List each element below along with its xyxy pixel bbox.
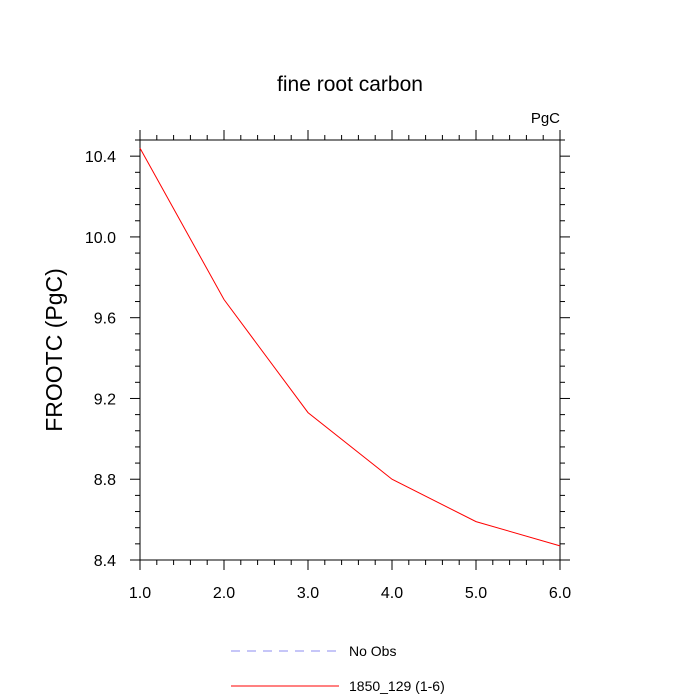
- y-tick-label: 10.0: [85, 230, 116, 247]
- units-label: PgC: [531, 110, 560, 127]
- y-tick-label: 9.6: [94, 311, 116, 328]
- plot-area: 1.0 2.0 3.0 4.0 5.0 6.0 8.4 8.8 9.2 9.6 10.0 10.4: [85, 130, 571, 602]
- y-tick-label: 10.4: [85, 149, 116, 166]
- y-tick-label: 9.2: [94, 391, 116, 408]
- x-tick-label: 1.0: [129, 585, 151, 602]
- legend-label-1: 1850_129 (1-6): [349, 678, 445, 694]
- x-tick-label: 5.0: [465, 585, 487, 602]
- x-tick-label: 6.0: [549, 585, 571, 602]
- y-axis-label: FROOTC (PgC): [41, 268, 67, 432]
- y-tick-label: 8.4: [94, 553, 116, 570]
- series-line-1: [139, 147, 561, 547]
- legend: No Obs 1850_129 (1-6): [231, 643, 445, 694]
- plot-frame: [139, 139, 561, 561]
- x-tick-label: 2.0: [213, 585, 235, 602]
- y-tick-label: 8.8: [94, 472, 116, 489]
- x-tick-label: 4.0: [381, 585, 403, 602]
- x-tick-label: 3.0: [297, 585, 319, 602]
- legend-label-0: No Obs: [349, 643, 396, 659]
- chart-title: fine root carbon: [277, 73, 423, 96]
